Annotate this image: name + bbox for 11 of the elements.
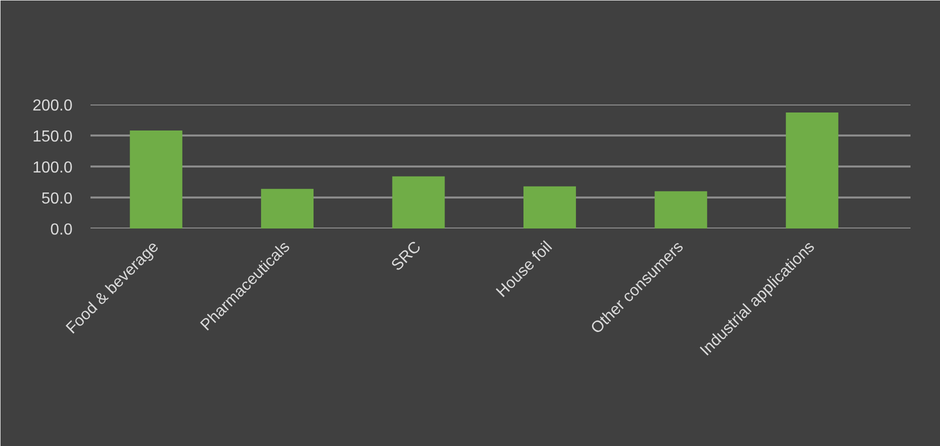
bar xyxy=(392,176,445,228)
y-tick-label: 150.0 xyxy=(32,128,73,146)
bar xyxy=(786,112,838,228)
y-tick-label: 50.0 xyxy=(41,190,73,208)
y-tick-label: 100.0 xyxy=(32,160,73,176)
bar xyxy=(654,191,708,228)
y-tick-label: 0.0 xyxy=(50,222,73,238)
bar xyxy=(130,130,182,228)
bar xyxy=(261,188,314,228)
y-tick-label: 200.0 xyxy=(32,98,73,114)
bar xyxy=(523,186,576,228)
